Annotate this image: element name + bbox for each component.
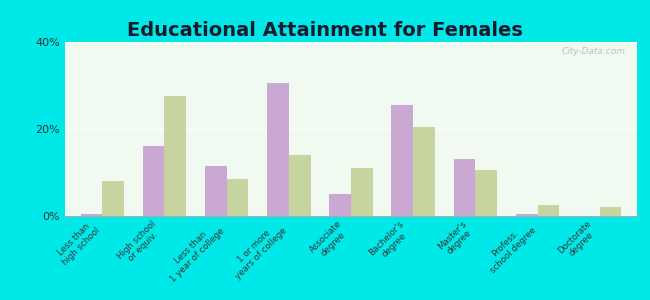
Bar xyxy=(143,146,164,216)
Bar xyxy=(289,155,311,216)
Bar xyxy=(538,205,559,216)
Bar xyxy=(391,105,413,216)
Bar xyxy=(81,214,102,216)
Bar xyxy=(205,166,227,216)
Bar xyxy=(227,179,248,216)
Bar xyxy=(454,159,475,216)
Bar xyxy=(164,96,187,216)
Bar xyxy=(330,194,351,216)
Text: Educational Attainment for Females: Educational Attainment for Females xyxy=(127,21,523,40)
Text: City-Data.com: City-Data.com xyxy=(562,47,625,56)
Bar xyxy=(267,83,289,216)
Bar xyxy=(475,170,497,216)
Bar xyxy=(102,181,124,216)
Bar xyxy=(413,127,435,216)
Bar xyxy=(351,168,372,216)
Bar xyxy=(515,214,538,216)
Bar xyxy=(600,207,621,216)
